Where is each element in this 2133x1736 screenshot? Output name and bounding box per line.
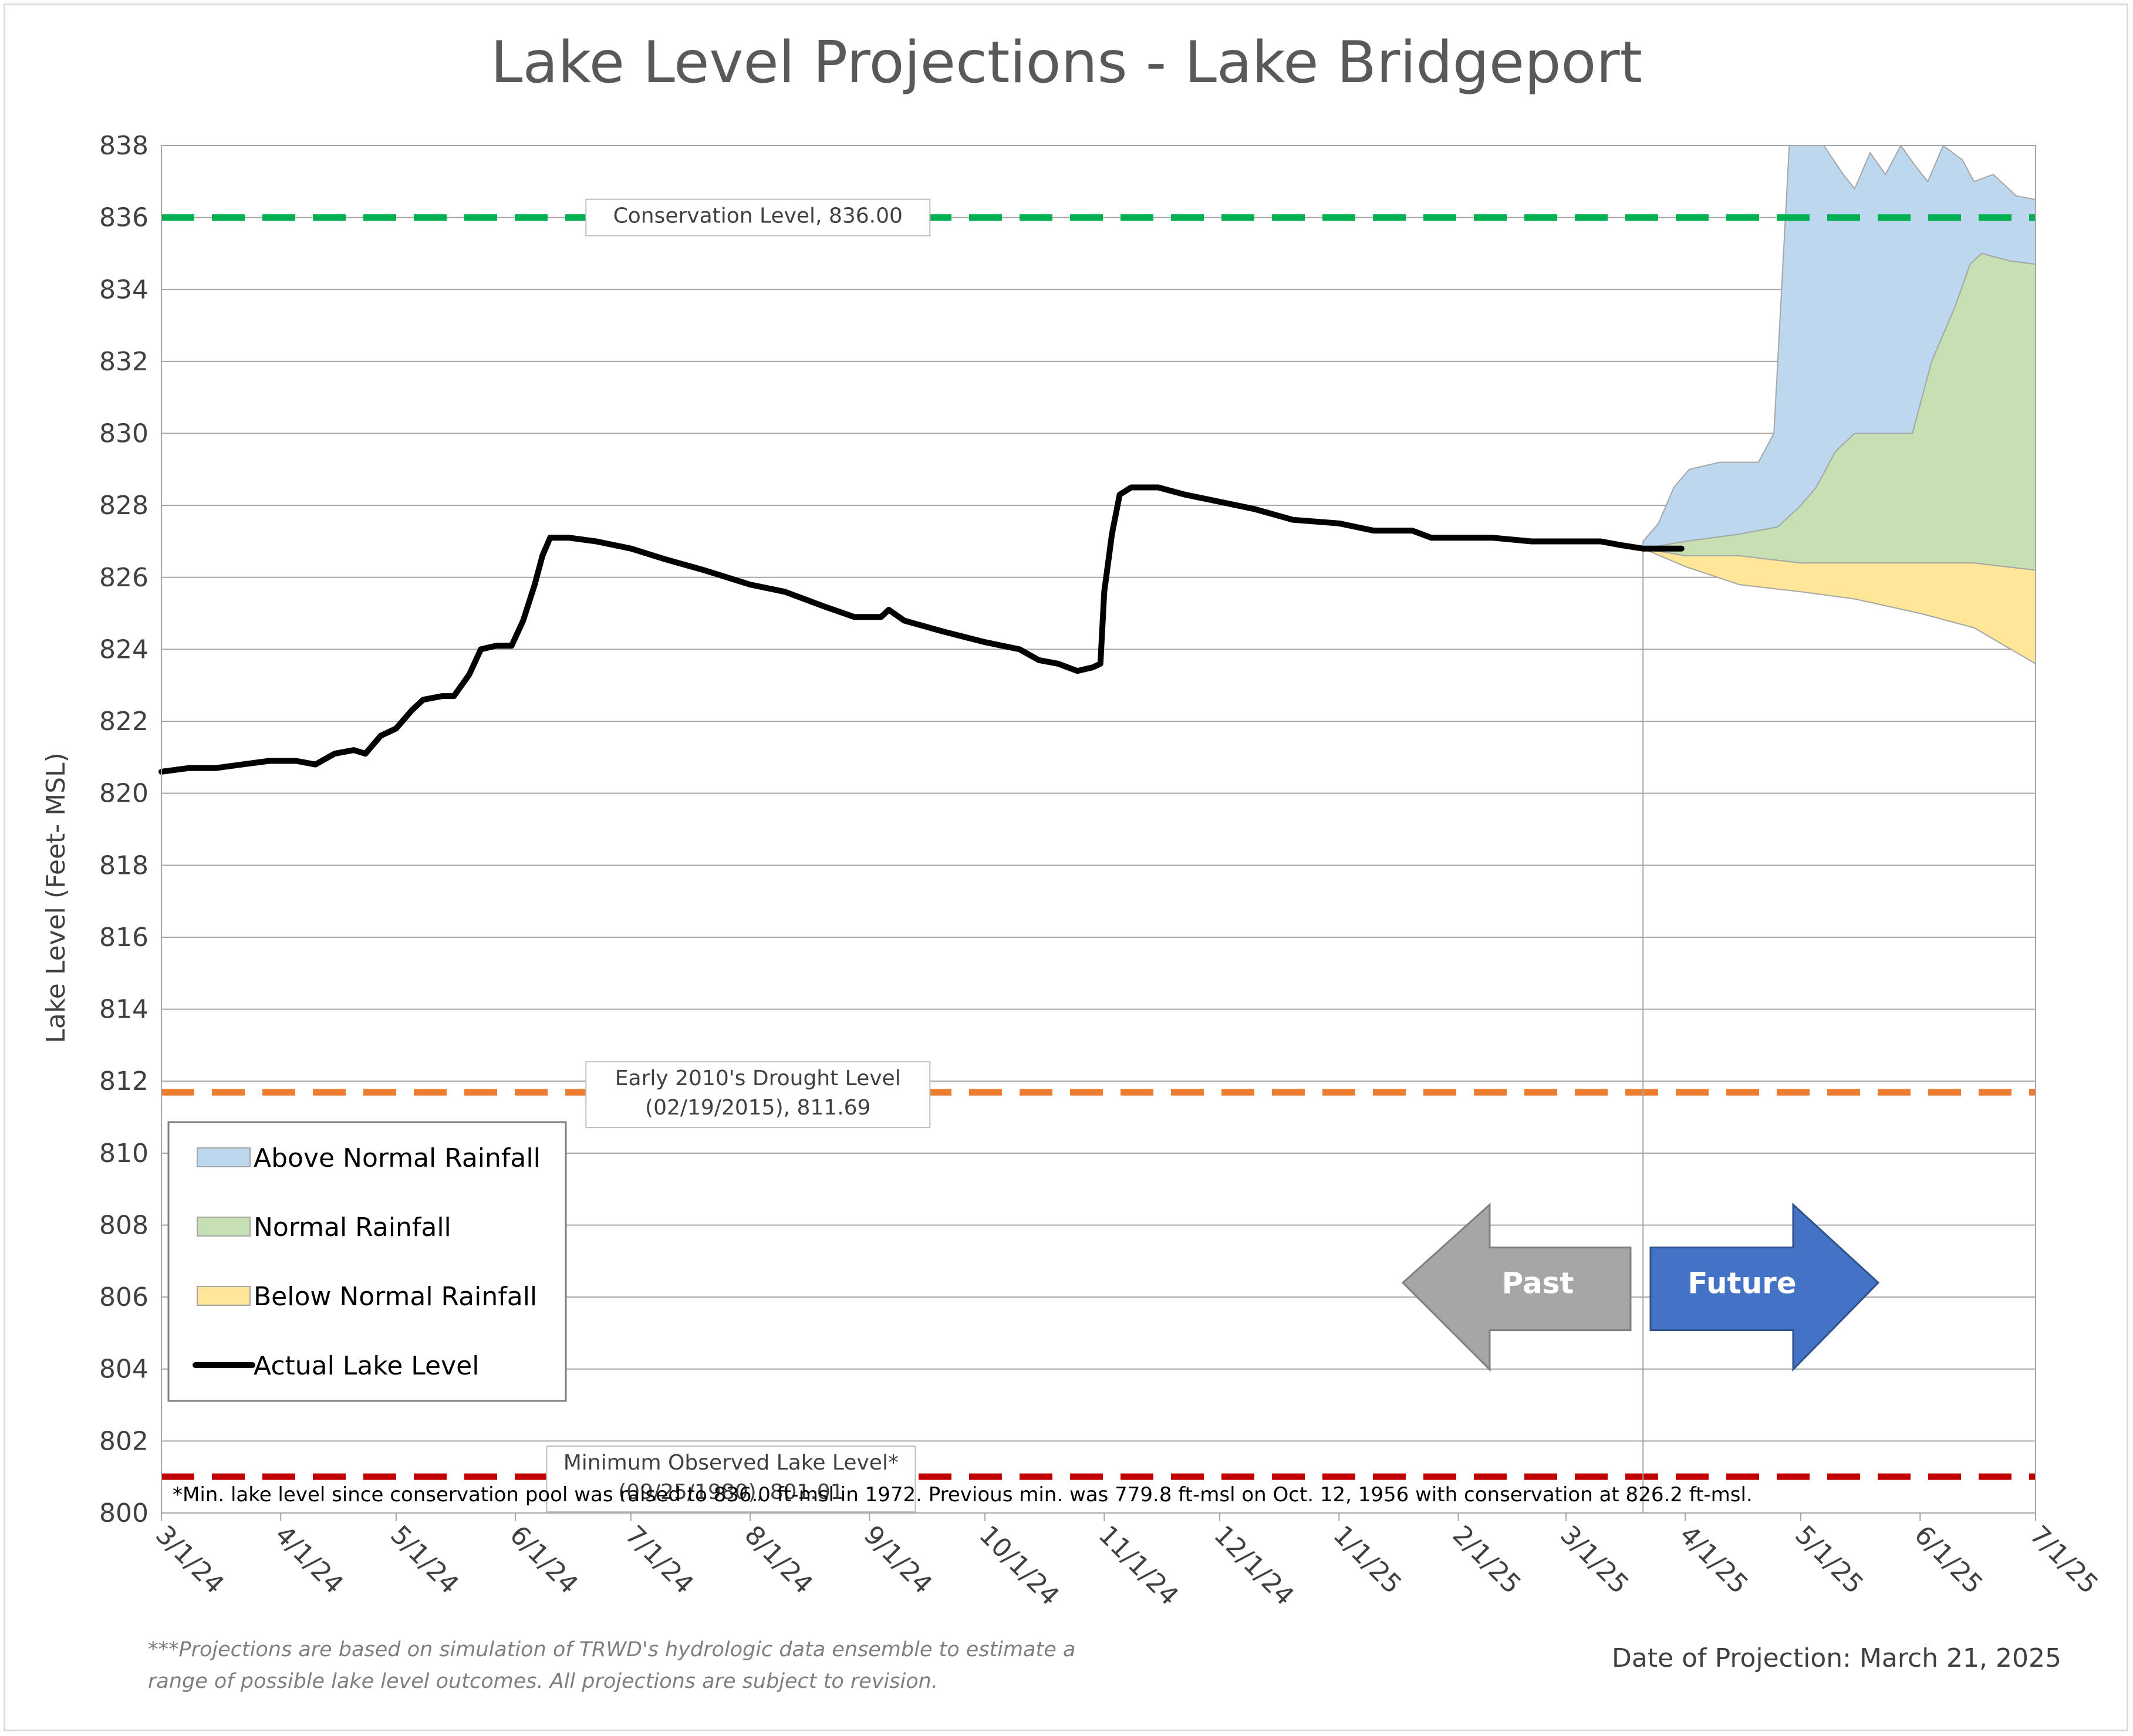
reference-label-text: Minimum Observed Lake Level* xyxy=(563,1451,899,1475)
x-tick-label: 7/1/25 xyxy=(2024,1520,2104,1600)
legend-label: Above Normal Rainfall xyxy=(254,1143,541,1173)
past-arrow: Past xyxy=(1401,1203,1632,1372)
y-tick-label: 824 xyxy=(99,634,148,664)
x-tick-label: 4/1/25 xyxy=(1674,1520,1754,1600)
chart-frame xyxy=(4,4,2128,1731)
future-arrow-label: Future xyxy=(1688,1266,1796,1301)
projection-bands xyxy=(1642,144,2036,665)
y-tick-label: 804 xyxy=(99,1355,148,1384)
y-tick-label: 828 xyxy=(99,491,148,521)
date-of-projection: Date of Projection: March 21, 2025 xyxy=(1612,1643,2061,1673)
x-tick-label: 3/1/25 xyxy=(1554,1520,1634,1600)
legend-swatch xyxy=(197,1217,251,1237)
reference-label-background xyxy=(546,1445,916,1513)
past-arrow-label: Past xyxy=(1502,1266,1574,1301)
past-arrow-shape xyxy=(1401,1203,1632,1372)
y-tick-label: 806 xyxy=(99,1282,148,1312)
y-tick-label: 814 xyxy=(99,995,148,1025)
reference-label-text: (09/25/1980), 801.01 xyxy=(618,1480,843,1504)
past-future-arrows: Past Future xyxy=(1401,1203,1880,1372)
x-tick-label: 5/1/24 xyxy=(384,1520,464,1600)
x-tick-label: 6/1/25 xyxy=(1909,1520,1989,1600)
series-line-actual-lake-level xyxy=(158,484,1685,775)
future-arrow: Future xyxy=(1649,1203,1880,1372)
y-tick-label: 808 xyxy=(99,1210,148,1240)
x-tick-label: 8/1/24 xyxy=(738,1520,818,1600)
y-tick-label: 834 xyxy=(99,275,148,305)
reference-label-background xyxy=(585,198,931,237)
legend-box xyxy=(167,1121,567,1402)
reference-label-box: Early 2010's Drought Level (02/19/2015), … xyxy=(585,1061,931,1129)
reference-label-background xyxy=(585,1061,931,1129)
y-axis-label: Lake Level (Feet- MSL) xyxy=(41,752,71,1043)
x-tick-label: 5/1/25 xyxy=(1789,1520,1869,1600)
legend-swatch xyxy=(197,1147,251,1167)
y-tick-label: 812 xyxy=(99,1066,148,1096)
footnote-line-1: ***Projections are based on simulation o… xyxy=(148,1638,1075,1661)
y-tick-label: 826 xyxy=(99,563,148,593)
y-tick-label: 816 xyxy=(99,923,148,953)
y-tick-label: 832 xyxy=(99,347,148,377)
y-tick-label: 818 xyxy=(99,850,148,880)
legend-item: Below Normal Rainfall xyxy=(197,1282,537,1312)
series-lines xyxy=(158,484,1685,1513)
axes xyxy=(161,145,2036,1521)
y-tick-label: 802 xyxy=(99,1426,148,1456)
plot-area-border xyxy=(161,145,2036,1514)
minimum-level-note: *Min. lake level since conservation pool… xyxy=(173,1483,1753,1507)
x-tick-label: 4/1/24 xyxy=(269,1520,349,1600)
reference-line-labels: Conservation Level, 836.00 Early 2010's D… xyxy=(546,198,931,1513)
band-below-normal-rainfall xyxy=(1642,548,2036,665)
legend-item: Normal Rainfall xyxy=(197,1213,451,1242)
legend-item: Above Normal Rainfall xyxy=(197,1143,541,1173)
reference-label-text: Conservation Level, 836.00 xyxy=(613,204,903,228)
reference-lines xyxy=(161,214,2036,1480)
x-tick-label: 2/1/25 xyxy=(1447,1520,1527,1600)
legend-swatch xyxy=(197,1286,251,1306)
x-tick-label: 6/1/24 xyxy=(504,1520,583,1600)
chart-title: Lake Level Projections - Lake Bridgeport xyxy=(491,29,1642,96)
x-tick-label: 10/1/24 xyxy=(973,1520,1065,1612)
legend-label: Normal Rainfall xyxy=(254,1213,451,1242)
legend-item: Actual Lake Level xyxy=(193,1351,479,1381)
y-tick-label: 838 xyxy=(99,131,148,161)
x-tick-label: 1/1/25 xyxy=(1328,1520,1408,1600)
x-tick-label: 3/1/24 xyxy=(150,1520,230,1600)
footnote-line-2: range of possible lake level outcomes. A… xyxy=(148,1670,938,1693)
x-tick-label: 12/1/24 xyxy=(1208,1520,1300,1612)
y-tick-label: 836 xyxy=(99,203,148,233)
y-tick-label: 820 xyxy=(99,779,148,809)
reference-label-box: Minimum Observed Lake Level* (09/25/1980)… xyxy=(546,1445,916,1513)
future-arrow-shape xyxy=(1649,1203,1880,1372)
y-tick-label: 830 xyxy=(99,419,148,449)
y-tick-label: 800 xyxy=(99,1498,148,1528)
reference-label-text: (02/19/2015), 811.69 xyxy=(645,1096,870,1120)
reference-label-box: Conservation Level, 836.00 xyxy=(585,198,931,237)
legend: Above Normal Rainfall Normal Rainfall Belo… xyxy=(167,1121,567,1402)
reference-label-text: Early 2010's Drought Level xyxy=(615,1066,901,1090)
y-tick-label: 810 xyxy=(99,1139,148,1168)
x-tick-label: 9/1/24 xyxy=(858,1520,938,1600)
y-tick-label: 822 xyxy=(99,707,148,737)
x-tick-label: 11/1/24 xyxy=(1093,1520,1184,1612)
x-tick-label: 7/1/24 xyxy=(619,1520,699,1600)
legend-label: Actual Lake Level xyxy=(254,1351,479,1381)
legend-label: Below Normal Rainfall xyxy=(254,1282,537,1312)
